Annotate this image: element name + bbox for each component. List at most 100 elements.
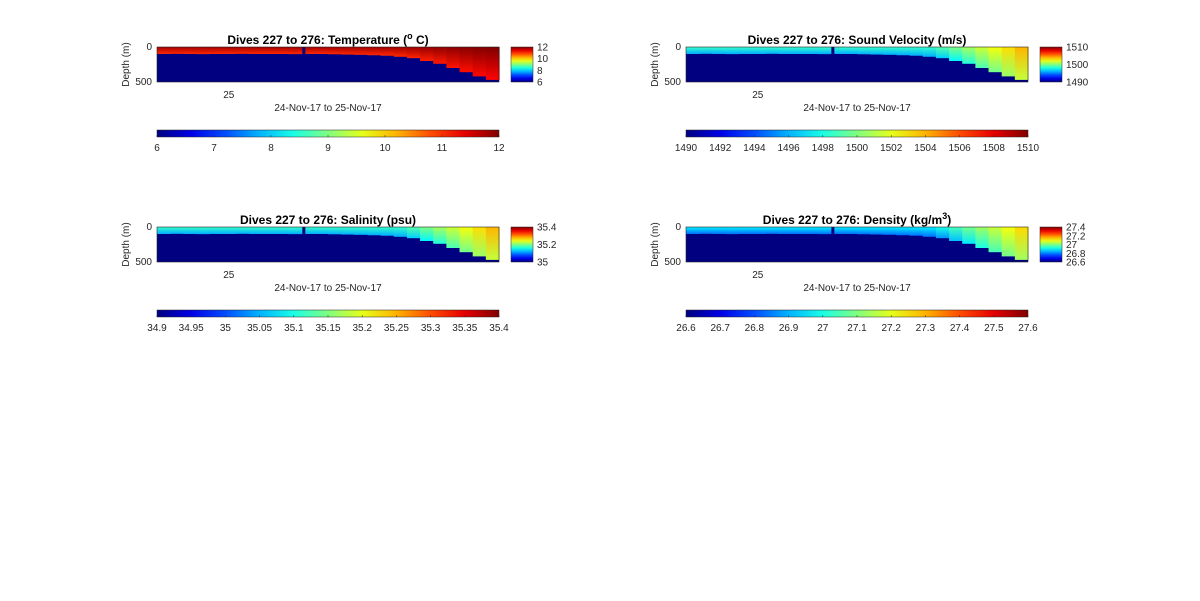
profile-column [791,227,805,234]
y-axis-label: Depth (m) [650,42,661,86]
profile-column [380,227,395,236]
vertical-colorbar-tick: 35.2 [537,240,557,251]
profile-column [288,47,303,55]
profile-column [183,227,198,234]
profile-column [301,47,316,54]
horizontal-colorbar-tick: 1506 [948,143,971,154]
profile-column [209,47,224,54]
vertical-colorbar-tick: 27 [1066,240,1078,251]
x-tick-label: 25 [223,270,235,281]
profile-column [804,47,819,54]
profile-column [420,227,434,241]
profile-column [472,47,487,77]
profile-column [262,47,276,54]
horizontal-colorbar-tick: 12 [493,143,505,154]
chart-title: Dives 227 to 276: Sound Velocity (m/s) [748,33,967,47]
horizontal-colorbar-tick: 1502 [880,143,903,154]
profile-column [751,227,766,234]
profile-column [778,47,792,54]
chart-title-main: Dives 227 to 276: Density (kg/m [763,213,942,227]
vertical-colorbar-tick: 1510 [1066,43,1089,54]
profile-column [170,47,184,54]
horizontal-colorbar-tick: 1496 [777,143,800,154]
horizontal-colorbar-tick: 1500 [846,143,869,154]
vertical-colorbar-tick: 35.4 [537,223,557,234]
profile-column [949,47,963,61]
profile-column [170,227,184,234]
profile-column [778,227,792,234]
horizontal-colorbar-tick: 1490 [675,143,698,154]
profile-column [817,227,832,235]
profile-column [712,47,727,54]
plot-frame [156,226,500,263]
x-tick-label: 25 [752,90,764,101]
horizontal-colorbar-tick: 27.1 [847,323,867,334]
profile-column [962,227,976,244]
chart-title-end: ) [947,213,951,227]
profile-column [949,227,963,241]
horizontal-colorbar-tick: 35.35 [452,323,477,334]
profile-column [433,47,447,64]
profile-column [922,47,937,57]
y-tick-label: 0 [146,42,152,53]
profile-column [791,47,805,54]
chart-title-end: C) [413,33,429,47]
profile-column [341,227,355,235]
profile-column [314,227,329,234]
profile-column [883,47,898,55]
profile-column [420,47,434,61]
profile-column [354,47,369,55]
profile-column [686,47,700,54]
horizontal-colorbar-tick: 1492 [709,143,732,154]
chart-title: Dives 227 to 276: Salinity (psu) [240,213,416,227]
horizontal-colorbar-tick: 26.6 [676,323,696,334]
horizontal-colorbar-tick: 10 [379,143,391,154]
horizontal-colorbar-tick: 34.9 [147,323,167,334]
profile-column [459,227,474,253]
horizontal-colorbar-tick: 1504 [914,143,937,154]
profile-column [222,47,237,54]
vertical-colorbar-tick: 1490 [1066,78,1089,89]
x-axis-label: 24-Nov-17 to 25-Nov-17 [803,283,911,294]
profile-column [157,227,171,234]
vertical-colorbar-tick: 26.8 [1066,249,1086,260]
profile-column [367,47,382,56]
profile-column [235,47,250,54]
profile-column [909,227,924,236]
vertical-colorbar [1039,226,1063,263]
vertical-colorbar-tick: 12 [537,43,549,54]
plot-frame [685,46,1029,83]
horizontal-colorbar-tick: 1498 [812,143,835,154]
horizontal-colorbar-tick: 35.15 [315,323,340,334]
horizontal-colorbar-tick: 35.25 [384,323,409,334]
profile-column [380,47,395,56]
profile-column [288,227,303,235]
horizontal-colorbar-tick: 35.3 [421,323,441,334]
profile-column [725,227,740,235]
horizontal-colorbar-tick: 1508 [983,143,1006,154]
profile-column [183,47,198,54]
profile-column [830,47,845,54]
profile-column [275,47,290,54]
horizontal-colorbar-tick: 9 [325,143,331,154]
profile-column [157,47,171,54]
panel-2: Dives 227 to 276: Sound Velocity (m/s) 0 5… [650,33,1089,154]
profile-column [354,227,369,235]
profile-column [328,227,342,235]
profile-column [446,47,461,68]
horizontal-colorbar-tick: 8 [268,143,274,154]
profile-column [446,227,461,248]
horizontal-colorbar-tick: 7 [211,143,217,154]
chart-title-main: Dives 227 to 276: Salinity (psu) [240,213,416,227]
data-gap [302,227,306,234]
horizontal-colorbar-tick: 34.95 [179,323,204,334]
vertical-colorbar [1039,46,1063,83]
y-tick-label: 500 [135,257,152,268]
horizontal-colorbar-tick: 27.3 [916,323,936,334]
vertical-colorbar-tick: 1500 [1066,60,1089,71]
panel-4: Dives 227 to 276: Density (kg/m3) 0 500Dep… [650,211,1086,334]
y-axis-label: Depth (m) [121,42,132,86]
data-gap [831,227,835,234]
profile-column [988,227,1003,253]
profile-column [328,47,342,55]
